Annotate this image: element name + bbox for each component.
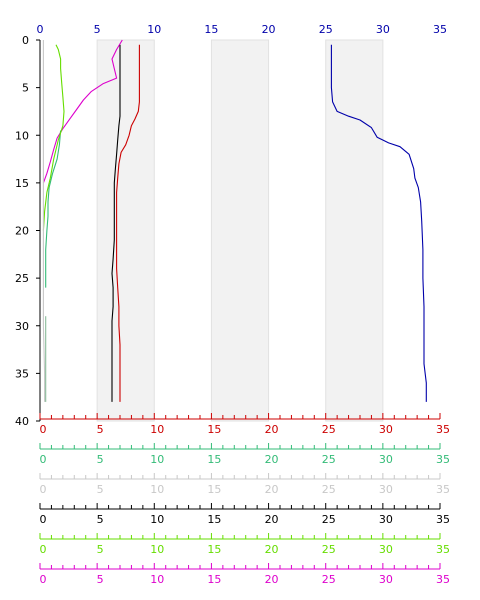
bottom-tick-label-5-5: 25	[322, 573, 336, 586]
bottom-tick-label-3-1: 5	[97, 513, 104, 526]
bottom-tick-label-1-4: 20	[265, 453, 279, 466]
top-tick-label-3: 15	[204, 23, 218, 36]
bottom-tick-label-0-4: 20	[265, 423, 279, 436]
bottom-tick-label-5-2: 10	[150, 573, 164, 586]
bottom-tick-label-1-7: 35	[436, 453, 450, 466]
y-tick-label-5: 25	[15, 272, 29, 285]
top-axis: 0 5 10 15 20 25 30 35	[37, 23, 448, 36]
bottom-axis-1: 0 5 10 15 20 25 30 35	[39, 443, 450, 466]
y-tick-label-1: 5	[22, 82, 29, 95]
bottom-tick-label-3-2: 10	[150, 513, 164, 526]
bottom-tick-label-5-7: 35	[436, 573, 450, 586]
bottom-tick-label-4-7: 35	[436, 543, 450, 556]
bottom-tick-label-3-3: 15	[207, 513, 221, 526]
bottom-tick-label-2-7: 35	[436, 483, 450, 496]
bottom-axes: 0 5 10 15 20 25 30 35 0 5 10 15 20 25 30 35 0 5 10 15 20 25 30…	[39, 413, 450, 586]
bottom-tick-label-1-1: 5	[97, 453, 104, 466]
series-line-2	[111, 44, 121, 402]
top-tick-label-1: 5	[94, 23, 101, 36]
y-tick-label-4: 20	[15, 225, 29, 238]
bottom-tick-label-5-3: 15	[207, 573, 221, 586]
bottom-tick-label-1-6: 30	[379, 453, 393, 466]
bottom-tick-label-3-0: 0	[40, 513, 47, 526]
bottom-tick-label-4-6: 30	[379, 543, 393, 556]
shaded-band-0	[96, 39, 155, 422]
bottom-tick-label-0-7: 35	[436, 423, 450, 436]
bottom-tick-label-5-1: 5	[97, 573, 104, 586]
bottom-tick-label-5-6: 30	[379, 573, 393, 586]
bottom-tick-label-4-1: 5	[97, 543, 104, 556]
top-tick-label-2: 10	[147, 23, 161, 36]
y-tick-label-3: 15	[15, 177, 29, 190]
bottom-tick-label-2-2: 10	[150, 483, 164, 496]
y-tick-label-2: 10	[15, 129, 29, 142]
bottom-tick-label-2-3: 15	[207, 483, 221, 496]
y-tick-label-0: 0	[22, 34, 29, 47]
top-tick-label-0: 0	[37, 23, 44, 36]
bottom-tick-label-2-1: 5	[97, 483, 104, 496]
bottom-tick-label-0-1: 5	[97, 423, 104, 436]
y-tick-label-6: 30	[15, 320, 29, 333]
bottom-tick-label-5-0: 0	[40, 573, 47, 586]
bottom-tick-label-0-2: 10	[150, 423, 164, 436]
bottom-tick-label-4-0: 0	[40, 543, 47, 556]
top-tick-label-5: 25	[319, 23, 333, 36]
bottom-tick-label-2-5: 25	[322, 483, 336, 496]
bottom-tick-label-3-7: 35	[436, 513, 450, 526]
series-line-1	[116, 44, 140, 402]
y-tick-label-8: 40	[15, 415, 29, 428]
bottom-tick-label-3-6: 30	[379, 513, 393, 526]
bottom-tick-label-0-0: 0	[40, 423, 47, 436]
series-layer	[42, 39, 427, 402]
shaded-bands	[96, 39, 384, 422]
bottom-tick-label-4-5: 25	[322, 543, 336, 556]
shaded-band-2	[325, 39, 384, 422]
bottom-tick-label-4-2: 10	[150, 543, 164, 556]
series-line-4	[45, 130, 62, 288]
bottom-tick-label-1-3: 15	[207, 453, 221, 466]
top-tick-label-4: 20	[262, 23, 276, 36]
y-tick-label-7: 35	[15, 367, 29, 380]
bottom-tick-label-0-5: 25	[322, 423, 336, 436]
top-tick-label-6: 30	[376, 23, 390, 36]
bottom-axis-3: 0 5 10 15 20 25 30 35	[39, 503, 450, 526]
series-line-3	[42, 39, 123, 184]
bottom-tick-label-4-3: 15	[207, 543, 221, 556]
series-line-0	[330, 44, 427, 402]
bottom-tick-label-0-6: 30	[379, 423, 393, 436]
bottom-tick-label-4-4: 20	[265, 543, 279, 556]
bottom-tick-label-2-0: 0	[40, 483, 47, 496]
bottom-axis-0: 0 5 10 15 20 25 30 35	[39, 413, 450, 436]
bottom-tick-label-5-4: 20	[265, 573, 279, 586]
shaded-band-1	[210, 39, 270, 422]
y-axis: 0 5 10 15 20 25 30 35 40	[15, 34, 41, 428]
top-tick-label-7: 35	[433, 23, 447, 36]
bottom-axis-5: 0 5 10 15 20 25 30 35	[39, 563, 450, 586]
bottom-tick-label-2-6: 30	[379, 483, 393, 496]
bottom-tick-label-0-3: 15	[207, 423, 221, 436]
bottom-tick-label-1-0: 0	[40, 453, 47, 466]
bottom-tick-label-2-4: 20	[265, 483, 279, 496]
bottom-tick-label-3-5: 25	[322, 513, 336, 526]
series-line-6	[42, 40, 46, 402]
bottom-axis-4: 0 5 10 15 20 25 30 35	[39, 533, 450, 556]
bottom-tick-label-1-5: 25	[322, 453, 336, 466]
bottom-axis-2: 0 5 10 15 20 25 30 35	[39, 473, 450, 496]
bottom-tick-label-1-2: 10	[150, 453, 164, 466]
bottom-tick-label-3-4: 20	[265, 513, 279, 526]
series-line-5	[42, 44, 65, 231]
